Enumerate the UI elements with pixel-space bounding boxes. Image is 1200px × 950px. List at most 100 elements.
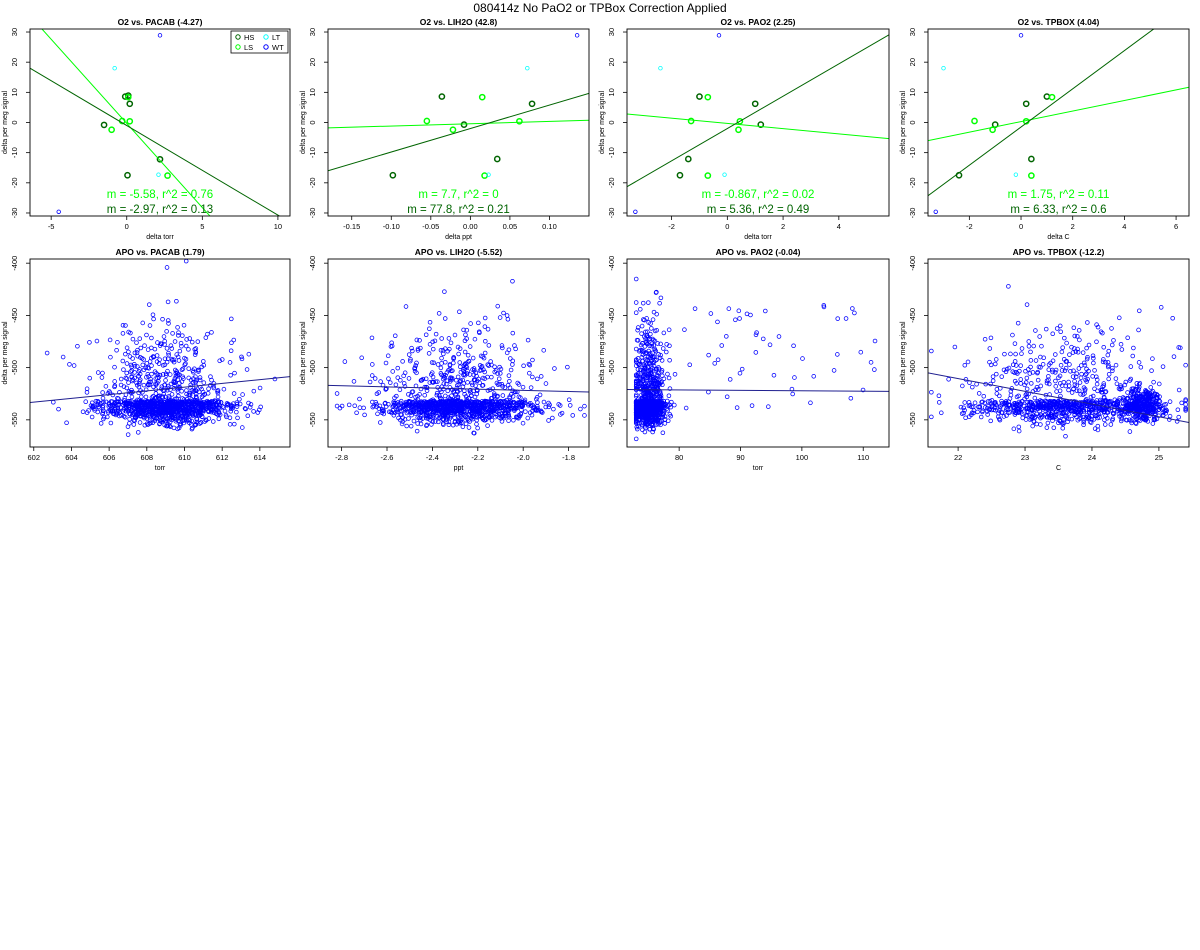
data-point [657,366,662,372]
data-point [643,351,648,357]
data-point [172,411,177,416]
data-point [1069,416,1075,422]
data-point [808,400,813,406]
data-point [153,391,159,396]
data-point [505,382,511,388]
data-point [443,393,448,399]
data-point [193,422,198,428]
data-point [180,366,186,372]
data-point [466,400,471,406]
data-point [176,358,182,363]
data-point [100,410,106,415]
data-point [458,369,464,375]
x-axis-label: torr [753,465,764,472]
y-tick-label: 20 [607,58,616,66]
y-tick-label: -10 [908,147,917,158]
data-point [404,423,409,429]
fit-line [627,34,889,188]
data-point [103,384,109,389]
data-point [178,403,183,409]
data-point [430,419,436,424]
data-point [1033,400,1038,406]
data-point [188,422,194,427]
data-point [423,376,429,381]
data-point [640,410,646,416]
data-point [361,405,366,411]
data-point [1094,377,1100,382]
data-point [976,391,982,396]
data-point [400,359,405,364]
data-point [656,421,661,427]
data-point [342,359,348,364]
data-point [641,393,647,399]
data-point [1053,367,1059,373]
data-point [434,392,440,398]
fit-line [30,67,281,216]
data-point [141,382,147,388]
data-point [404,410,410,416]
data-point [507,379,512,384]
data-point [147,418,153,423]
y-tick-label: -450 [908,308,917,323]
data-point [502,398,507,404]
data-point [104,399,109,405]
data-point [191,388,197,394]
data-point [105,414,110,420]
data-point [503,411,509,416]
data-point [482,324,488,329]
data-point [1071,386,1076,392]
data-point [417,403,423,408]
data-point [227,360,233,365]
data-point [531,404,537,410]
data-point [1004,366,1010,372]
x-tick-label: 24 [1088,453,1096,462]
plot-frame [327,258,590,448]
data-point [187,336,192,341]
data-point [193,378,199,384]
data-point [480,383,485,388]
data-point [141,367,147,373]
data-point [550,415,555,421]
data-point [166,401,171,407]
data-point [1060,425,1066,431]
data-point [994,371,999,377]
x-tick-label: 4 [1122,222,1126,231]
data-point [125,432,131,437]
data-point [112,399,118,405]
data-point [170,331,175,336]
data-point [374,391,380,397]
data-point [98,421,104,426]
data-point [510,358,516,364]
data-point [140,362,146,368]
data-point [208,374,213,379]
fit-line [328,384,589,393]
x-tick-label: -2.6 [381,453,394,462]
data-point [475,425,480,431]
data-point [157,404,163,410]
data-point [527,370,532,376]
data-point [130,377,136,382]
data-point [334,403,340,409]
data-point [476,320,481,326]
data-point [257,385,263,391]
x-tick-label: -2.0 [517,453,530,462]
fit-label: m = 5.36, r^2 = 0.49 [707,204,810,216]
data-point [692,306,698,311]
data-point [485,388,491,393]
y-tick-label: -450 [308,308,317,323]
data-point [486,363,492,368]
data-point [1183,397,1188,402]
data-point [633,300,639,305]
data-point [146,374,151,379]
data-point [1018,381,1024,386]
data-point [1106,371,1112,377]
data-point [654,289,659,295]
legend-box [230,30,289,54]
data-point [1125,390,1130,395]
data-point [132,415,138,420]
data-point [474,417,480,423]
data-point [1007,396,1013,401]
y-tick-label: 0 [10,120,19,124]
data-point [173,401,179,407]
data-point [442,316,448,321]
